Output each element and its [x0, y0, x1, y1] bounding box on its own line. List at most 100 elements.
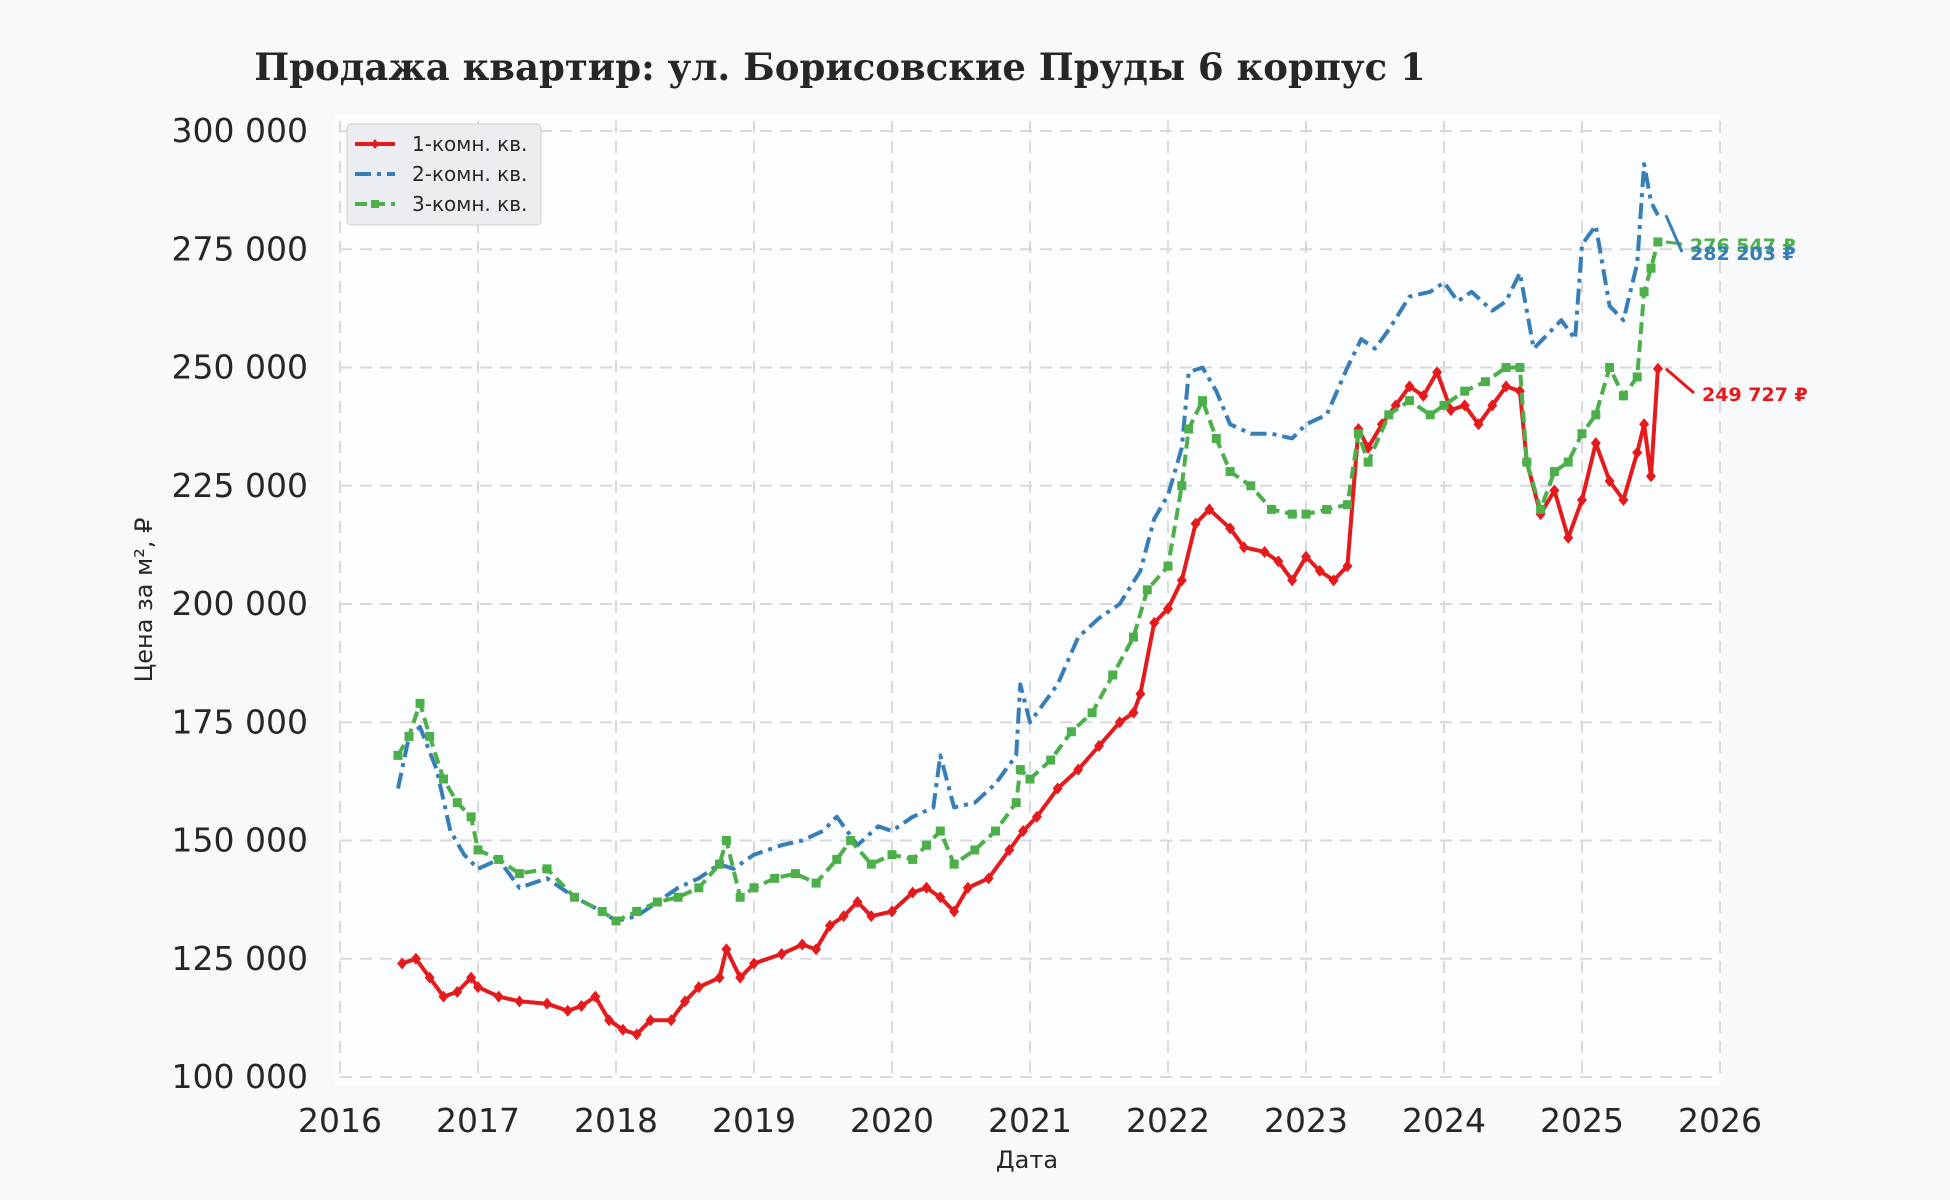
data-point — [1322, 504, 1332, 514]
x-tick-label: 2025 — [1540, 1101, 1624, 1140]
data-point — [1425, 410, 1435, 420]
data-point — [1480, 377, 1490, 387]
data-point — [921, 881, 932, 894]
data-point — [397, 957, 408, 970]
data-point — [866, 859, 876, 869]
data-point — [576, 1000, 587, 1013]
data-point — [514, 995, 525, 1008]
x-tick-label: 2026 — [1678, 1101, 1762, 1140]
data-point — [666, 1014, 677, 1027]
data-point — [715, 859, 724, 869]
series-line — [396, 241, 1660, 923]
data-point — [415, 698, 425, 708]
data-point — [1353, 429, 1363, 439]
data-point — [962, 881, 973, 894]
data-point — [721, 943, 732, 956]
data-point — [749, 883, 759, 893]
y-tick-label: 200 000 — [172, 584, 308, 623]
data-point — [466, 971, 477, 984]
data-point — [1536, 504, 1546, 514]
data-point — [1177, 481, 1187, 491]
data-point — [1473, 418, 1484, 431]
data-point — [1314, 564, 1325, 577]
data-point — [1604, 475, 1615, 488]
data-point — [1577, 493, 1587, 506]
data-point — [749, 957, 759, 970]
y-tick-label: 250 000 — [172, 348, 308, 387]
data-point — [1501, 380, 1512, 393]
x-tick-label: 2019 — [712, 1101, 796, 1140]
data-point — [1405, 396, 1414, 406]
data-point — [611, 916, 621, 926]
y-tick-label: 300 000 — [172, 111, 308, 150]
legend-marker — [371, 139, 379, 149]
data-point — [632, 906, 642, 916]
data-point — [393, 750, 403, 760]
data-point — [935, 826, 945, 836]
data-point — [473, 981, 483, 994]
x-tick-label: 2020 — [850, 1101, 934, 1140]
data-point — [1267, 504, 1276, 514]
data-point — [949, 859, 959, 869]
data-point — [1404, 380, 1415, 393]
data-point — [1259, 545, 1270, 558]
x-tick-label: 2021 — [988, 1101, 1072, 1140]
data-point — [1563, 457, 1573, 467]
data-point — [652, 897, 662, 907]
data-point — [1639, 287, 1649, 297]
x-tick-label: 2017 — [436, 1101, 520, 1140]
data-point — [1363, 457, 1373, 467]
data-point — [1108, 670, 1118, 680]
legend-marker — [371, 200, 379, 208]
data-point — [1004, 843, 1015, 856]
data-point — [1549, 484, 1560, 497]
data-point — [1128, 706, 1139, 719]
data-point — [1591, 410, 1601, 420]
data-point — [1163, 602, 1173, 615]
data-point — [714, 971, 725, 984]
data-point — [1646, 470, 1656, 483]
data-point — [1238, 541, 1249, 554]
data-point — [1211, 433, 1221, 443]
data-point — [425, 731, 435, 741]
data-point — [1301, 509, 1311, 519]
data-point — [1301, 550, 1311, 563]
data-point — [1011, 798, 1021, 808]
data-point — [514, 869, 524, 879]
data-point — [1149, 616, 1160, 629]
data-point — [438, 990, 449, 1003]
data-point — [887, 850, 897, 860]
data-point — [1066, 727, 1076, 737]
y-axis-ticks: 100 000 125 000 150 000 175 000 200 000 225 0… — [172, 111, 308, 1096]
data-point — [1198, 396, 1207, 406]
data-point — [935, 891, 946, 904]
data-point — [1460, 386, 1470, 396]
data-point — [1176, 574, 1187, 587]
data-point — [1618, 493, 1629, 506]
data-point — [1522, 457, 1532, 467]
series-line — [396, 162, 1660, 923]
end-value-label: 249 727 ₽ — [1702, 384, 1808, 406]
data-point — [1129, 632, 1138, 642]
data-point — [1639, 418, 1650, 431]
data-point — [1342, 500, 1352, 510]
data-point — [1114, 716, 1125, 729]
data-point — [1087, 708, 1097, 718]
legend-box — [346, 123, 542, 226]
x-tick-label: 2022 — [1126, 1101, 1210, 1140]
data-point — [617, 1023, 628, 1036]
data-point — [1225, 467, 1235, 477]
data-point — [1287, 509, 1297, 519]
data-point — [466, 812, 476, 822]
x-axis-label: Дата — [996, 1146, 1058, 1174]
data-point — [1142, 585, 1152, 595]
annotation-arrow — [1664, 214, 1684, 253]
data-point — [1652, 362, 1663, 375]
data-point — [1246, 481, 1256, 491]
grid — [339, 121, 1721, 1078]
data-point — [1605, 363, 1615, 372]
data-point — [1418, 389, 1429, 402]
data-point — [1287, 574, 1298, 587]
data-point — [1439, 400, 1449, 410]
